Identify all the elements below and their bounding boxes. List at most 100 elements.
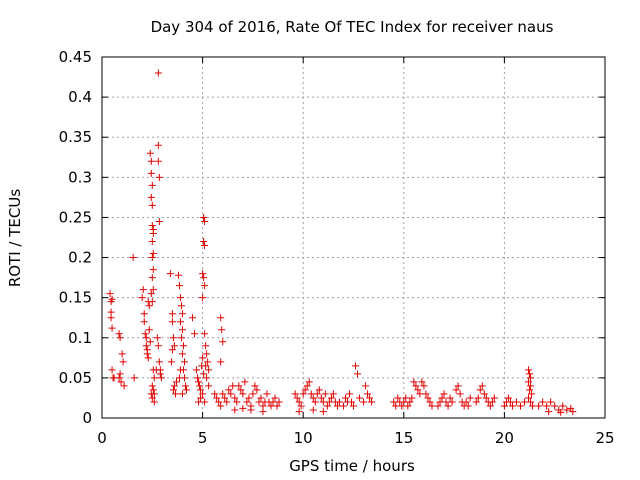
data-point xyxy=(177,334,185,342)
data-point xyxy=(454,382,462,390)
data-point xyxy=(329,390,337,398)
data-point xyxy=(120,382,128,390)
data-point xyxy=(196,382,204,390)
data-point xyxy=(350,402,357,410)
data-point xyxy=(199,354,207,362)
y-tick-label: 0 xyxy=(82,409,92,427)
data-point xyxy=(130,374,138,382)
data-point xyxy=(197,386,205,394)
data-point xyxy=(535,402,543,410)
data-point xyxy=(147,157,155,165)
data-point xyxy=(305,378,313,386)
data-point xyxy=(438,394,446,402)
data-point xyxy=(155,358,163,366)
data-point xyxy=(170,342,178,350)
data-points xyxy=(106,69,577,416)
data-point xyxy=(148,181,156,189)
data-point xyxy=(311,398,319,406)
data-point xyxy=(195,398,203,406)
data-point xyxy=(569,408,577,416)
data-point xyxy=(145,302,153,310)
data-point xyxy=(156,370,164,378)
data-point xyxy=(200,274,208,282)
data-point xyxy=(203,374,211,382)
data-point xyxy=(557,408,565,416)
y-tick-label: 0.35 xyxy=(59,128,92,146)
data-point xyxy=(231,394,239,402)
data-point xyxy=(297,402,305,410)
data-point xyxy=(117,378,125,386)
data-point xyxy=(225,386,233,394)
data-point xyxy=(154,69,162,77)
data-point xyxy=(442,398,450,406)
data-point xyxy=(307,390,315,398)
data-point xyxy=(148,221,156,229)
data-point xyxy=(115,330,123,338)
data-point xyxy=(309,406,317,414)
data-point xyxy=(444,402,452,410)
data-point xyxy=(309,394,317,402)
data-point xyxy=(434,402,442,410)
data-point xyxy=(118,350,126,358)
data-point xyxy=(176,366,184,374)
data-point xyxy=(547,398,555,406)
data-point xyxy=(152,366,160,374)
data-point xyxy=(293,394,301,402)
data-point xyxy=(525,394,533,402)
data-point xyxy=(175,282,183,290)
y-tick-label: 0.2 xyxy=(68,249,92,267)
data-point xyxy=(195,378,203,386)
data-point xyxy=(148,382,156,390)
data-point xyxy=(422,390,430,398)
data-point xyxy=(147,169,155,177)
data-point xyxy=(146,149,154,157)
data-point xyxy=(217,402,225,410)
data-point xyxy=(410,378,418,386)
data-point xyxy=(140,318,148,326)
data-point xyxy=(106,290,114,298)
chart-title: Day 304 of 2016, Rate Of TEC Index for r… xyxy=(151,18,554,36)
data-point xyxy=(204,358,212,366)
data-point xyxy=(237,386,245,394)
data-point xyxy=(108,295,116,303)
data-point xyxy=(526,386,534,394)
data-point xyxy=(354,370,362,378)
data-point xyxy=(426,398,434,406)
data-point xyxy=(201,398,209,406)
data-point xyxy=(362,382,370,390)
data-point xyxy=(528,390,536,398)
data-point xyxy=(147,390,155,398)
data-point xyxy=(472,398,480,406)
data-point xyxy=(205,382,213,390)
x-tick-label: 5 xyxy=(198,429,208,447)
data-point xyxy=(180,358,188,366)
data-point xyxy=(500,402,508,410)
data-point xyxy=(259,408,267,416)
data-point xyxy=(201,330,209,338)
data-point xyxy=(138,294,146,302)
data-point xyxy=(253,386,261,394)
data-point xyxy=(149,266,157,274)
data-point xyxy=(194,374,202,382)
data-point xyxy=(175,374,183,382)
data-point xyxy=(319,398,327,406)
data-point xyxy=(191,330,199,338)
data-point xyxy=(119,358,127,366)
data-point xyxy=(452,386,460,394)
data-point xyxy=(116,334,124,342)
data-point xyxy=(408,394,416,402)
data-point xyxy=(321,390,329,398)
data-point xyxy=(263,390,271,398)
data-point xyxy=(154,141,162,149)
data-point xyxy=(464,402,472,410)
data-point xyxy=(154,342,162,350)
data-point xyxy=(227,390,235,398)
data-point xyxy=(171,390,179,398)
data-point xyxy=(157,374,165,382)
data-point xyxy=(529,402,537,410)
data-point xyxy=(366,394,374,402)
data-point xyxy=(129,254,137,262)
data-point xyxy=(271,394,279,402)
data-point xyxy=(247,406,255,414)
data-point xyxy=(205,366,213,374)
